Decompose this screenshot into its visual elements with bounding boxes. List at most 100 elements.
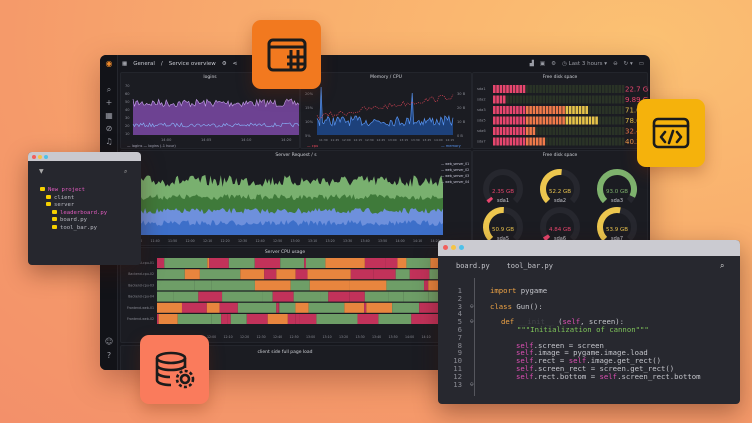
tv-mode-icon[interactable]: ▭ <box>638 60 644 67</box>
x-tick-label: 11:30 <box>319 138 328 142</box>
bar-cell <box>526 106 529 114</box>
status-segment <box>209 258 229 268</box>
close-button[interactable] <box>443 245 448 250</box>
status-segment <box>295 269 308 280</box>
close-button[interactable] <box>32 154 36 159</box>
line-number: 9 <box>457 348 462 358</box>
x-tick-label: 13:15 <box>400 138 409 142</box>
file-tree-item[interactable]: server <box>40 202 107 210</box>
bar-cell <box>588 127 592 135</box>
panel-disk-gauges[interactable]: Free disk space 2.35 GB sda1 52.2 GB sda2 93… <box>472 150 648 246</box>
alert-bell-icon[interactable]: ♫ <box>105 137 113 146</box>
bar-cell <box>592 116 595 125</box>
line-number: 7 <box>457 332 462 342</box>
search-icon[interactable]: ⌕ <box>124 168 128 175</box>
bar-cell <box>621 106 625 114</box>
x-tick-label: 12:30 <box>257 335 266 339</box>
search-icon[interactable]: ⌕ <box>720 261 725 270</box>
bar-cell <box>502 95 506 104</box>
maximize-button[interactable] <box>44 154 48 159</box>
panel-title: Server CPU usage <box>264 250 306 255</box>
status-segment <box>364 302 367 313</box>
file-tree-item[interactable]: client <box>40 194 107 203</box>
panel-server-requests[interactable]: Server Request / s 11:3011:4011:5012:001… <box>120 150 472 246</box>
refresh-icon[interactable]: ↻ ▾ <box>623 60 633 67</box>
file-tree-item[interactable]: leaderboard.py <box>40 209 107 218</box>
filter-icon[interactable]: ▼ <box>39 168 44 175</box>
bar-cell <box>493 127 496 135</box>
fold-end-icon[interactable]: ⊖ <box>470 380 474 388</box>
status-segment <box>409 269 430 280</box>
status-segment <box>305 258 326 268</box>
bar-cell <box>539 85 542 93</box>
search-icon[interactable]: ⌕ <box>106 85 112 94</box>
dashboard-title[interactable]: Service overview <box>168 60 216 67</box>
bar-cell <box>595 137 598 146</box>
bar-cell <box>562 127 565 135</box>
bar-cell <box>496 137 499 146</box>
code-token: self <box>599 371 618 381</box>
status-segment <box>424 280 429 291</box>
row-label: Backend-cpu-04 <box>128 295 154 299</box>
file-tree-item[interactable]: tool_bar.py <box>40 224 107 233</box>
zoom-out-icon[interactable]: ⊖ <box>613 60 618 67</box>
breadcrumb-folder[interactable]: General <box>133 60 155 67</box>
x-tick-label: 13:20 <box>326 239 335 243</box>
bar-cell <box>565 106 569 114</box>
add-panel-icon[interactable]: ▟ <box>529 60 534 67</box>
bar-cell <box>562 85 565 93</box>
editor-tabs: board.py tool_bar.py <box>456 262 553 270</box>
fold-icon[interactable]: ⊖ <box>470 318 474 326</box>
status-segment <box>378 314 412 324</box>
bar-cell <box>585 116 588 125</box>
grafana-logo-icon[interactable]: ◉ <box>105 59 113 68</box>
help-icon[interactable]: ? <box>106 351 112 360</box>
code-token: class <box>490 301 512 311</box>
explore-icon[interactable]: ⊘ <box>105 124 113 133</box>
bar-cell <box>578 116 582 125</box>
bar-cell <box>595 106 598 114</box>
file-tree-item[interactable]: New project <box>40 187 107 195</box>
fold-icon[interactable]: ⊖ <box>470 302 474 310</box>
status-segment <box>287 314 296 324</box>
tab-tool-bar-py[interactable]: tool_bar.py <box>506 262 553 270</box>
tab-board-py[interactable]: board.py <box>456 262 490 270</box>
x-tick-label: 14:05 <box>201 138 211 142</box>
status-segment <box>386 280 425 291</box>
status-segment <box>211 280 255 291</box>
bar-cell <box>559 95 562 104</box>
memory-line <box>316 86 454 127</box>
status-segment <box>357 314 379 324</box>
status-segment <box>157 280 195 291</box>
gauge-fill <box>540 169 562 204</box>
maximize-button[interactable] <box>459 245 464 250</box>
bar-cell <box>559 116 562 125</box>
user-avatar-icon[interactable]: ☺ <box>104 337 114 346</box>
save-icon[interactable]: ▣ <box>539 60 546 67</box>
panel-disk-bars[interactable]: Free disk space sda1 22.7 GB sda2 9.89 GB sd… <box>472 72 650 149</box>
bar-cell <box>611 137 615 146</box>
file-tree-item[interactable]: board.py <box>40 217 107 225</box>
bar-cell <box>578 85 582 93</box>
bar-cell <box>572 106 575 114</box>
bar-cell <box>506 106 509 114</box>
settings-icon[interactable]: ⚙ <box>551 60 557 67</box>
panel-cpu-usage[interactable]: Server CPU usage Backend-cpu-01 Backend-c… <box>120 247 450 343</box>
time-picker[interactable]: ◷ Last 3 hours ▾ <box>562 60 608 67</box>
dashboards-icon[interactable]: ▦ <box>105 111 113 120</box>
bar-cell <box>608 106 612 114</box>
share-icon[interactable]: ⋖ <box>232 60 238 67</box>
status-segment <box>276 269 296 280</box>
settings-gear-icon[interactable]: ⚙ <box>221 60 227 67</box>
bar-cell <box>601 116 605 125</box>
minimize-button[interactable] <box>451 245 456 250</box>
bar-cell <box>608 137 612 146</box>
bar-cell <box>526 95 529 104</box>
bar-cell <box>499 137 503 146</box>
minimize-button[interactable] <box>38 154 42 159</box>
status-segment <box>198 291 223 302</box>
bar-cell <box>552 95 555 104</box>
plus-icon[interactable]: + <box>105 98 113 107</box>
x-tick-label: 13:50 <box>389 335 398 339</box>
